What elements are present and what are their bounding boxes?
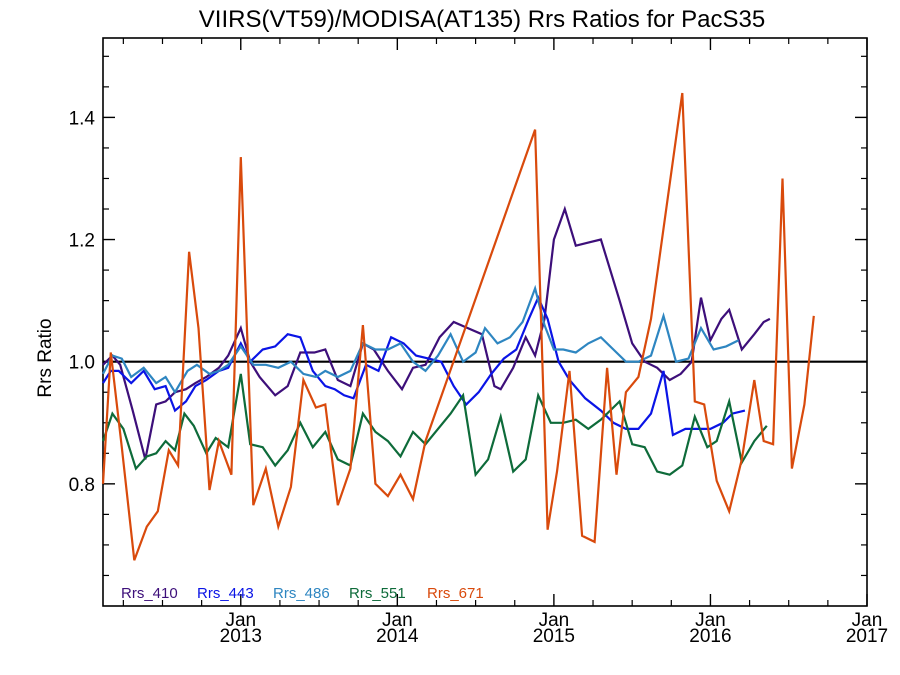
y-tick-label: 1.0 bbox=[69, 353, 95, 374]
series-line-rrs-551 bbox=[101, 373, 768, 478]
x-tick-label-year: 2013 bbox=[220, 626, 262, 647]
legend-item-rrs-443: Rrs_443 bbox=[197, 585, 254, 602]
chart-title: VIIRS(VT59)/MODISA(AT135) Rrs Ratios for… bbox=[199, 6, 765, 33]
legend: Rrs_410 Rrs_443 Rrs_486 Rrs_551 Rrs_671 bbox=[121, 585, 484, 602]
series-line-rrs-486 bbox=[102, 284, 740, 395]
y-axis-label: Rrs Ratio bbox=[35, 318, 56, 397]
x-tick-label-year: 2014 bbox=[376, 626, 419, 647]
x-tick-label-month: Jan bbox=[852, 610, 883, 631]
x-tick-label-month: Jan bbox=[382, 610, 413, 631]
x-tick-label-month: Jan bbox=[539, 610, 570, 631]
series-line-rrs-443 bbox=[102, 294, 746, 437]
x-tick-label-year: 2017 bbox=[846, 626, 888, 647]
x-tick-label-month: Jan bbox=[695, 610, 726, 631]
series-line-rrs-671 bbox=[101, 92, 815, 561]
axis-ticks: 0.81.01.21.4Jan2013Jan2014Jan2015Jan2016… bbox=[69, 38, 888, 647]
y-tick-label: 0.8 bbox=[69, 475, 95, 496]
x-tick-label-month: Jan bbox=[225, 610, 256, 631]
legend-item-rrs-671: Rrs_671 bbox=[427, 585, 484, 602]
legend-item-rrs-410: Rrs_410 bbox=[121, 585, 178, 602]
y-tick-label: 1.4 bbox=[69, 108, 96, 129]
x-tick-label-year: 2016 bbox=[689, 626, 731, 647]
plot-frame bbox=[102, 37, 868, 607]
legend-item-rrs-551: Rrs_551 bbox=[349, 585, 406, 602]
x-tick-label-year: 2015 bbox=[533, 626, 575, 647]
legend-item-rrs-486: Rrs_486 bbox=[273, 585, 330, 602]
series-lines bbox=[101, 92, 815, 561]
y-tick-label: 1.2 bbox=[69, 231, 95, 252]
